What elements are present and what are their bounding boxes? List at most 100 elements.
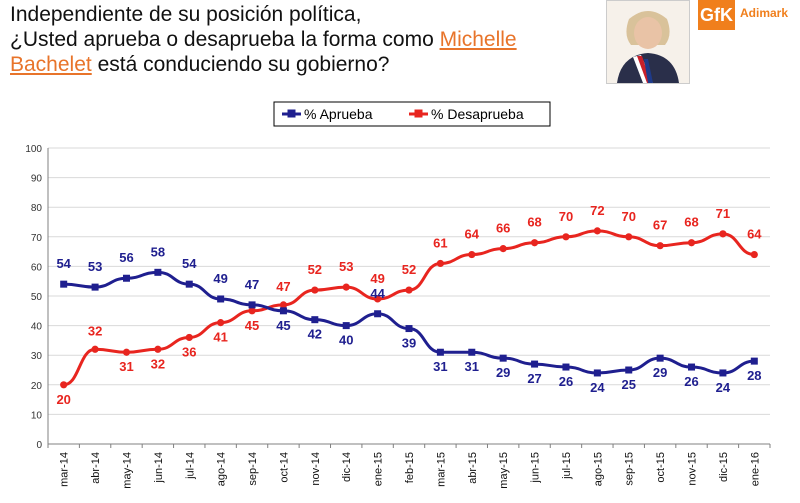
data-point-aprueba xyxy=(217,295,225,303)
y-tick-label: 0 xyxy=(36,440,42,451)
data-label-aprueba: 24 xyxy=(716,380,731,395)
data-point-desaprueba xyxy=(530,239,539,247)
gfk-logo-mark: GfK xyxy=(698,0,735,30)
data-label-desaprueba: 61 xyxy=(433,235,447,250)
data-label-aprueba: 29 xyxy=(496,365,510,380)
data-point-desaprueba xyxy=(154,345,162,353)
data-label-desaprueba: 49 xyxy=(370,271,384,286)
data-label-desaprueba: 71 xyxy=(716,206,730,221)
data-label-aprueba: 42 xyxy=(308,327,322,342)
data-label-desaprueba: 70 xyxy=(622,209,636,224)
y-tick-label: 90 xyxy=(31,174,43,185)
x-tick-label: ene-15 xyxy=(373,452,385,486)
x-tick-label: may-15 xyxy=(498,452,510,489)
data-point-desaprueba xyxy=(60,381,68,389)
data-point-desaprueba xyxy=(122,348,131,356)
data-point-aprueba xyxy=(656,354,664,362)
data-label-aprueba: 26 xyxy=(559,374,573,389)
legend-aprueba-label: % Aprueba xyxy=(304,106,373,122)
data-point-desaprueba xyxy=(499,245,507,253)
data-point-aprueba xyxy=(405,325,413,333)
data-label-aprueba: 44 xyxy=(370,286,385,301)
data-point-desaprueba xyxy=(719,230,727,238)
x-tick-label: nov-14 xyxy=(310,452,322,486)
legend-aprueba-marker xyxy=(287,109,296,118)
highlighted-name-first: Michelle xyxy=(439,28,517,51)
data-point-aprueba xyxy=(625,366,633,374)
x-tick-label: jul-15 xyxy=(561,452,573,480)
data-label-desaprueba: 64 xyxy=(465,227,480,242)
legend-desaprueba-label: % Desaprueba xyxy=(431,106,524,122)
y-tick-label: 20 xyxy=(31,381,43,392)
data-label-desaprueba: 66 xyxy=(496,221,510,236)
data-point-desaprueba xyxy=(562,233,570,241)
data-label-aprueba: 56 xyxy=(119,250,133,265)
x-tick-label: nov-15 xyxy=(687,452,699,486)
data-point-desaprueba xyxy=(311,286,319,294)
question-line-3-text: está conduciendo su gobierno? xyxy=(91,53,390,76)
data-label-aprueba: 31 xyxy=(433,359,447,374)
x-tick-label: dic-14 xyxy=(341,452,353,482)
data-label-aprueba: 26 xyxy=(684,374,698,389)
data-point-desaprueba xyxy=(91,345,99,353)
data-point-aprueba xyxy=(593,369,601,377)
data-point-aprueba xyxy=(342,322,350,330)
data-point-aprueba xyxy=(154,268,162,276)
gfk-adimark-logo: GfK Adimark xyxy=(698,0,798,44)
y-tick-label: 40 xyxy=(31,322,43,333)
data-point-aprueba xyxy=(436,348,444,356)
x-tick-label: oct-14 xyxy=(278,452,290,483)
adimark-logo-text: Adimark xyxy=(740,6,789,20)
portrait-illustration xyxy=(607,1,689,83)
data-point-aprueba xyxy=(122,274,130,282)
data-label-aprueba: 47 xyxy=(245,277,259,292)
data-point-desaprueba xyxy=(217,319,225,327)
data-point-aprueba xyxy=(750,357,758,365)
data-label-aprueba: 24 xyxy=(590,380,605,395)
data-label-desaprueba: 32 xyxy=(151,356,165,371)
y-tick-label: 80 xyxy=(31,203,43,214)
x-tick-label: oct-15 xyxy=(655,452,667,483)
data-label-desaprueba: 72 xyxy=(590,203,604,218)
x-tick-label: sep-15 xyxy=(624,452,636,486)
data-point-desaprueba xyxy=(436,259,444,268)
data-point-desaprueba xyxy=(750,250,758,259)
data-label-desaprueba: 70 xyxy=(559,209,573,224)
x-tick-label: ago-14 xyxy=(216,452,228,486)
data-point-aprueba xyxy=(91,283,99,291)
data-point-desaprueba xyxy=(342,283,350,291)
data-label-desaprueba: 52 xyxy=(402,262,416,277)
data-point-aprueba xyxy=(374,310,382,318)
x-tick-label: jun-14 xyxy=(153,452,165,484)
data-label-desaprueba: 47 xyxy=(276,279,290,294)
data-point-aprueba xyxy=(185,280,193,288)
data-label-aprueba: 28 xyxy=(747,368,761,383)
y-tick-label: 60 xyxy=(31,262,43,273)
data-label-desaprueba: 31 xyxy=(119,359,133,374)
question-line-2: ¿Usted aprueba o desaprueba la forma com… xyxy=(10,27,590,52)
data-label-aprueba: 40 xyxy=(339,333,353,348)
x-tick-label: abr-15 xyxy=(467,452,479,484)
question-title: Independiente de su posición política, ¿… xyxy=(10,2,590,77)
data-point-aprueba xyxy=(311,316,319,324)
x-tick-label: mar-15 xyxy=(435,452,447,487)
data-label-desaprueba: 64 xyxy=(747,227,762,242)
x-tick-label: sep-14 xyxy=(247,452,259,486)
data-point-desaprueba xyxy=(593,227,601,235)
data-label-aprueba: 45 xyxy=(276,318,290,333)
data-point-aprueba xyxy=(60,280,68,288)
data-label-aprueba: 54 xyxy=(56,256,71,271)
x-tick-label: jul-14 xyxy=(184,452,196,480)
data-label-aprueba: 49 xyxy=(213,271,227,286)
data-point-aprueba xyxy=(499,354,507,362)
data-point-desaprueba xyxy=(687,239,696,247)
data-label-desaprueba: 52 xyxy=(308,262,322,277)
y-tick-label: 50 xyxy=(31,292,43,303)
data-point-aprueba xyxy=(688,363,696,371)
data-point-desaprueba xyxy=(279,301,288,309)
data-point-aprueba xyxy=(248,301,256,309)
legend: % Aprueba % Desaprueba xyxy=(273,101,551,127)
question-line-1: Independiente de su posición política, xyxy=(10,3,362,26)
data-point-desaprueba xyxy=(248,307,256,315)
data-label-aprueba: 25 xyxy=(622,377,636,392)
